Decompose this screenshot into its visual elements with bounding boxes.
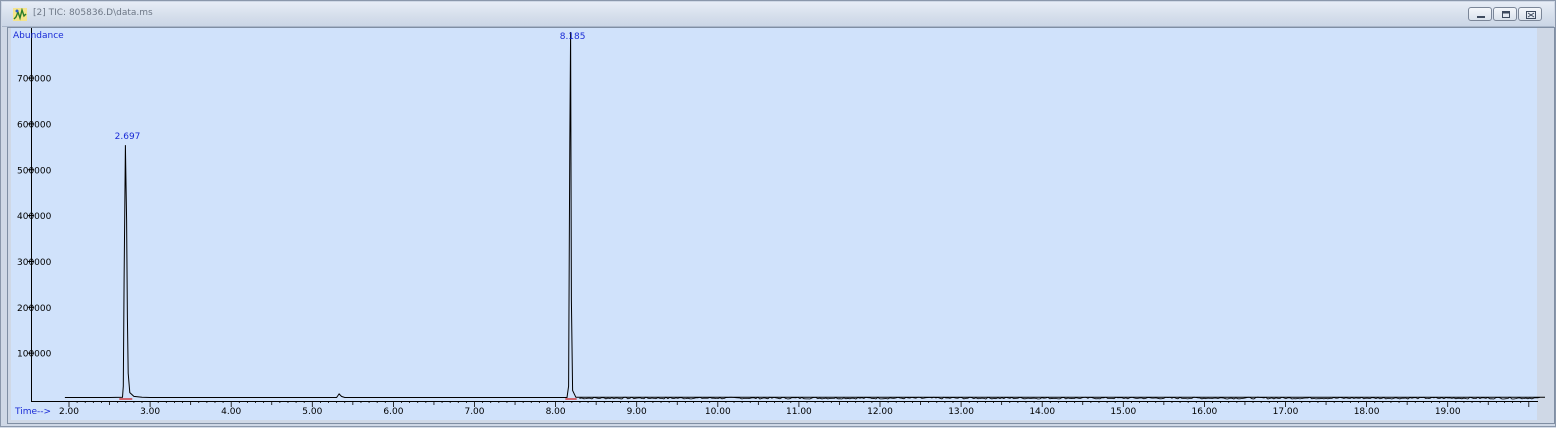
x-tick-label: 12.00 [867, 407, 893, 417]
x-tick-label: 6.00 [383, 407, 403, 417]
x-tick-label: 15.00 [1110, 407, 1136, 417]
x-tick-label: 17.00 [1273, 407, 1299, 417]
close-icon [1526, 11, 1536, 19]
x-tick-label: 11.00 [786, 407, 812, 417]
x-tick-label: 14.00 [1029, 407, 1055, 417]
y-axis-label: Abundance [13, 31, 64, 41]
x-tick-label: 4.00 [221, 407, 241, 417]
close-button[interactable] [1518, 7, 1542, 21]
title-bar[interactable]: [2] TIC: 805836.D\data.ms [2, 2, 1554, 27]
window-title: [2] TIC: 805836.D\data.ms [33, 8, 153, 18]
peak-label: 2.697 [115, 132, 141, 142]
y-tick-label: 400000 [17, 212, 52, 222]
minimize-icon [1477, 16, 1485, 18]
y-tick-label: 200000 [17, 304, 52, 314]
x-tick-label: 7.00 [464, 407, 484, 417]
x-tick-label: 3.00 [140, 407, 160, 417]
x-tick-label: 18.00 [1354, 407, 1380, 417]
tic-trace [64, 31, 1545, 398]
plot-area[interactable] [11, 28, 1537, 420]
peak-label: 8.185 [560, 32, 586, 42]
x-tick-label: 16.00 [1192, 407, 1218, 417]
baseline-noise [579, 396, 1540, 400]
x-tick-label: 9.00 [627, 407, 647, 417]
x-tick-label: 5.00 [302, 407, 322, 417]
x-tick-label: 8.00 [546, 407, 566, 417]
restore-button[interactable] [1493, 7, 1517, 21]
chromatogram-app-icon [13, 8, 27, 21]
x-axis-label: Time--> [14, 407, 51, 417]
y-tick-label: 700000 [17, 75, 52, 85]
y-tick-label: 600000 [17, 120, 52, 130]
x-tick-label: 2.00 [59, 407, 79, 417]
x-tick-label: 13.00 [948, 407, 974, 417]
minimize-button[interactable] [1468, 7, 1492, 21]
x-tick-label: 19.00 [1435, 407, 1461, 417]
y-tick-label: 300000 [17, 258, 52, 268]
y-tick-label: 100000 [17, 350, 52, 360]
x-tick-label: 10.00 [705, 407, 731, 417]
restore-icon [1502, 11, 1510, 18]
y-tick-label: 500000 [17, 166, 52, 176]
